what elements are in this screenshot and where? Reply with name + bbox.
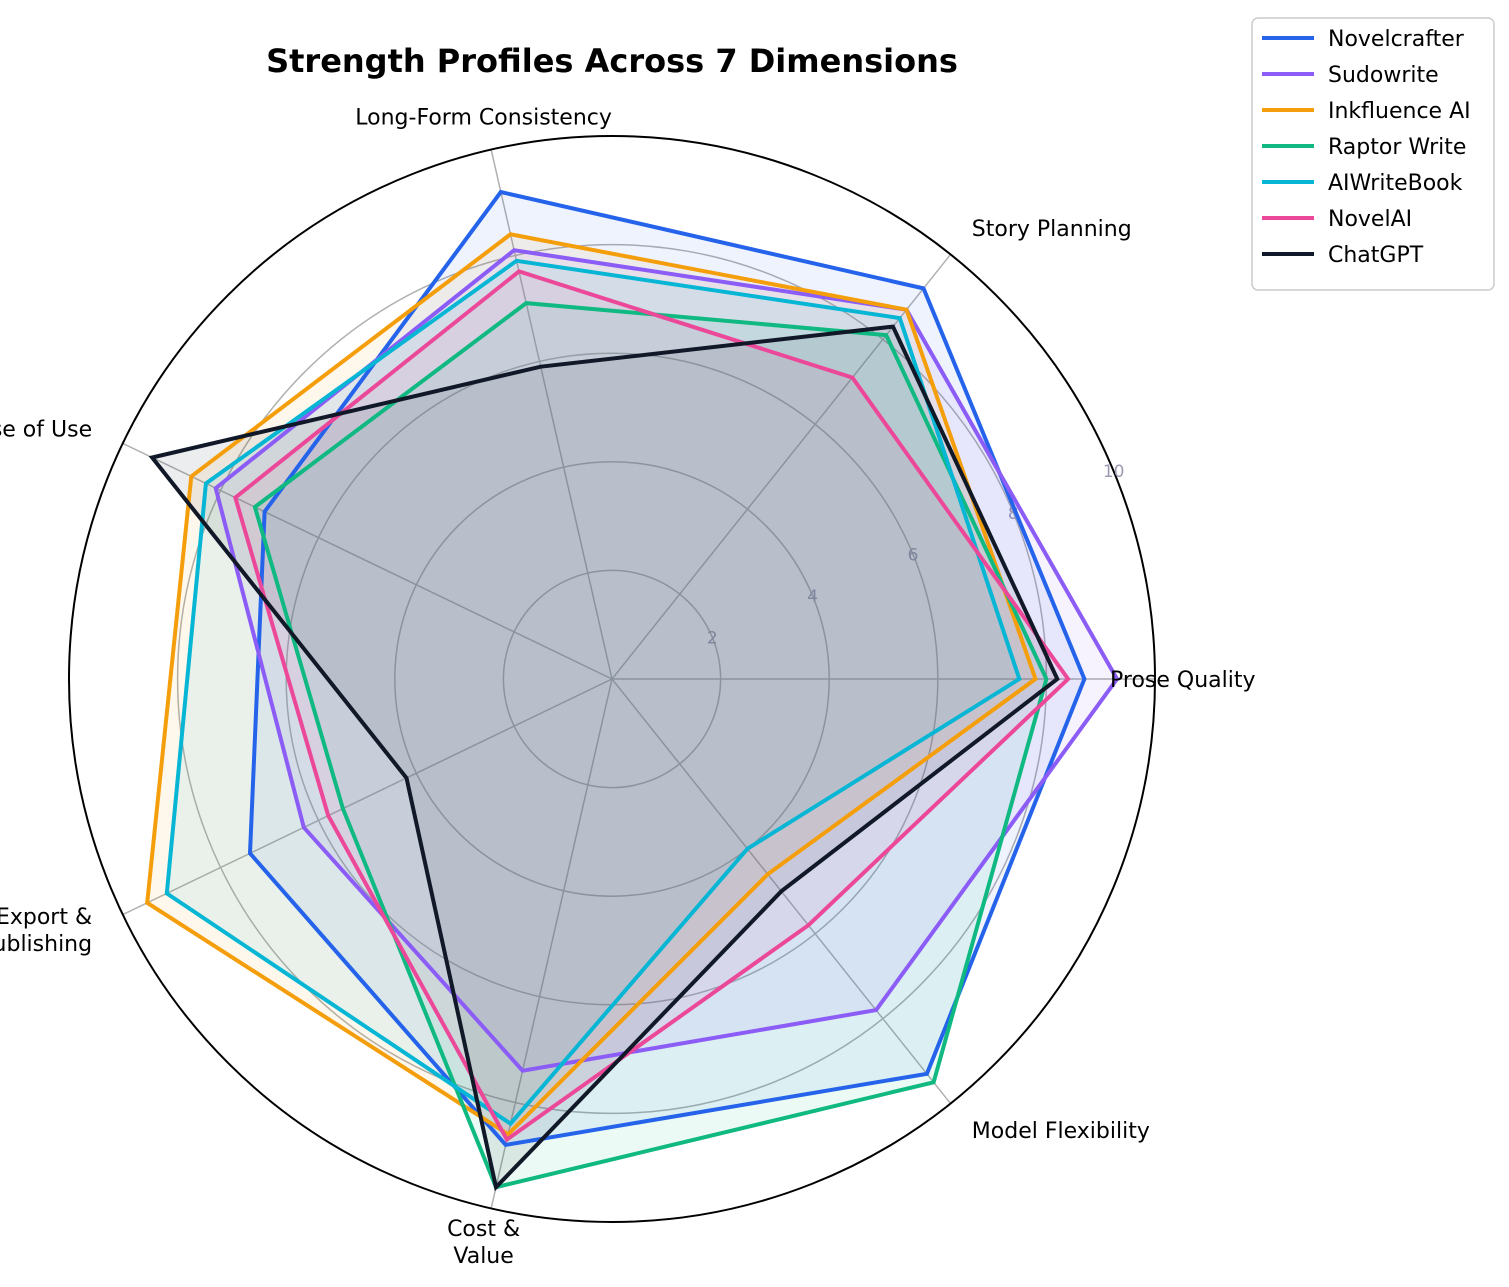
series-fill-sudowrite [215, 250, 1117, 1071]
series-line-aiwritebook [164, 258, 1022, 1127]
legend-label: Inkfluence AI [1328, 99, 1471, 124]
axis-label-line: Story Planning [972, 217, 1132, 242]
legend-label: Novelcrafter [1328, 27, 1465, 52]
legend: Novelcrafter Sudowrite Inkfluence AI Raptor… [1251, 17, 1495, 291]
axis-label-line: Prose Quality [1110, 668, 1256, 693]
radial-tick-label: 4 [807, 587, 818, 607]
series-line-chatgpt [148, 324, 1060, 1192]
radial-tick-label: 6 [908, 545, 919, 565]
axis-label-line: Export & [0, 905, 92, 930]
series-fill-novelcrafter [250, 192, 1085, 1145]
legend-box [1251, 17, 1495, 291]
series-line-raptor-write [252, 301, 1049, 1190]
axis-label: Export &Publishing [0, 905, 92, 957]
legend-label: Sudowrite [1328, 63, 1439, 88]
series-line-sudowrite [213, 248, 1120, 1073]
legend-label: ChatGPT [1328, 243, 1424, 268]
axis-label: Prose Quality [1110, 668, 1256, 693]
axis-labels: Prose Quality Story Planning Long-Form Con… [0, 106, 1256, 1270]
axis-label-line: Ease of Use [0, 418, 92, 443]
radial-tick-label: 8 [1008, 504, 1019, 524]
series-line-novelcrafter [247, 189, 1087, 1148]
axis-label: Ease of Use [0, 418, 92, 443]
polar-frame [68, 135, 1156, 1223]
axis-label-line: Cost & [447, 1217, 520, 1242]
axis-label: Story Planning [972, 217, 1132, 242]
axis-label-line: Value [453, 1244, 513, 1269]
chart-title: Strength Profiles Across 7 Dimensions [266, 42, 958, 80]
legend-label: NovelAI [1328, 207, 1412, 232]
series-fill-novelai [235, 271, 1069, 1140]
grid-spoke [122, 678, 613, 916]
series-line-inkfluence-ai [145, 232, 1038, 1137]
series-fill-chatgpt [152, 326, 1058, 1188]
axis-label: Model Flexibility [972, 1119, 1150, 1144]
legend-label: AIWriteBook [1328, 171, 1463, 196]
axis-label-line: Publishing [0, 932, 92, 957]
series-line-novelai [233, 269, 1071, 1143]
axis-label: Long-Form Consistency [355, 106, 612, 131]
grid-spoke [490, 149, 613, 680]
series-fill-raptor-write [254, 303, 1047, 1188]
axis-label-line: Model Flexibility [972, 1119, 1150, 1144]
axis-label: Cost & Value [447, 1217, 520, 1269]
axis-label-line: Long-Form Consistency [355, 106, 612, 131]
series-fill-inkfluence-ai [147, 234, 1036, 1135]
radial-tick-label: 10 [1103, 462, 1125, 482]
radar-series [145, 189, 1120, 1192]
legend-label: Raptor Write [1328, 135, 1466, 160]
radial-tick-label: 2 [707, 628, 718, 648]
